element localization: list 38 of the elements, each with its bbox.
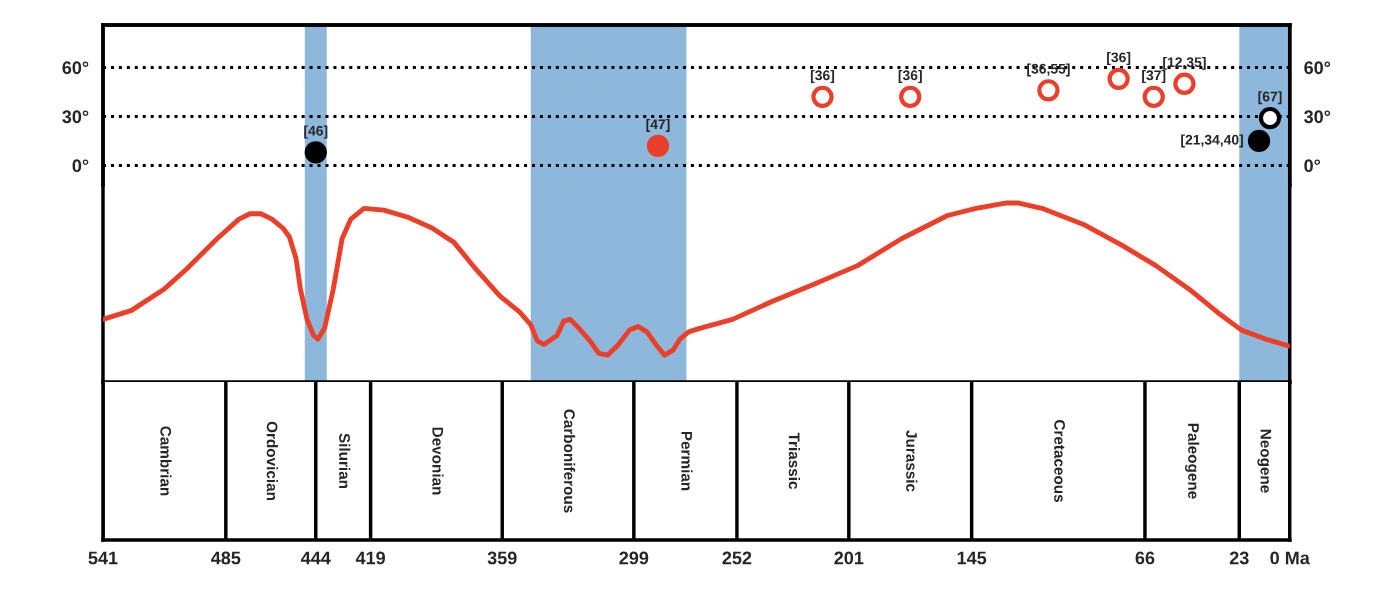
text: Ordovician bbox=[266, 421, 278, 500]
y-tick-label: 30° bbox=[62, 110, 89, 124]
annotation: [36] bbox=[810, 69, 835, 83]
x-tick-label: 419 bbox=[355, 551, 385, 565]
text: Devonian bbox=[432, 427, 444, 495]
x-tick-label: 444 bbox=[300, 551, 331, 565]
text: Cambrian bbox=[160, 426, 172, 496]
annotation: [21,34,40] bbox=[1181, 134, 1243, 148]
y-tick-label: 60° bbox=[62, 61, 89, 75]
annotation: [67] bbox=[1258, 91, 1282, 105]
text: Jurassic bbox=[906, 430, 918, 492]
y2-tick-label: 0° bbox=[1304, 159, 1321, 173]
x-tick-label: 299 bbox=[619, 551, 649, 565]
text: Silurian bbox=[339, 433, 351, 489]
annotation: [36] bbox=[1107, 52, 1131, 65]
x-tick-label: 23 bbox=[1229, 551, 1249, 565]
x-tick-label: 201 bbox=[834, 551, 864, 565]
annotation: [12,35] bbox=[1163, 56, 1206, 70]
y2-tick-label: 60° bbox=[1304, 61, 1331, 75]
annotation: [37] bbox=[1142, 69, 1166, 83]
annotation: [47] bbox=[646, 118, 670, 132]
annotation: [36,55] bbox=[1027, 63, 1070, 77]
x-tick-label: 0 Ma bbox=[1270, 551, 1310, 565]
text: Triassic bbox=[788, 432, 800, 490]
x-tick-label: 252 bbox=[722, 551, 752, 565]
text: Neogene bbox=[1257, 429, 1272, 493]
text: Paleogene bbox=[1184, 423, 1200, 499]
text: Carboniferous bbox=[563, 409, 576, 513]
annotation: [36] bbox=[898, 69, 922, 83]
x-tick-label: 359 bbox=[487, 551, 517, 565]
y2-tick-label: 30° bbox=[1304, 110, 1331, 124]
x-tick-label: 485 bbox=[211, 551, 241, 565]
x-tick-label: 66 bbox=[1135, 551, 1155, 565]
y-tick-label: 0° bbox=[72, 159, 89, 173]
text: Permian bbox=[681, 431, 693, 491]
text: Cretaceous bbox=[1054, 420, 1066, 502]
x-tick-label: 145 bbox=[957, 551, 987, 565]
x-tick-label: 541 bbox=[88, 551, 118, 565]
